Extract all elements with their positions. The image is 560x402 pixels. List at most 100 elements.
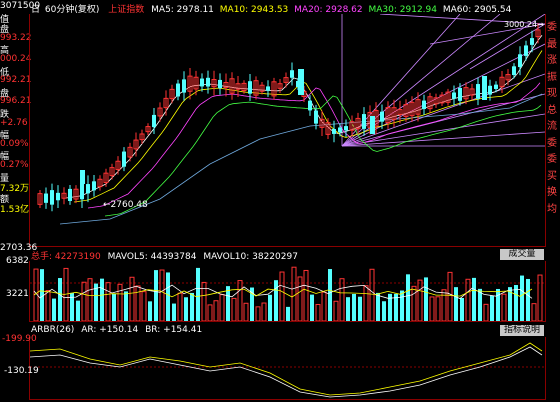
candle-body-down <box>362 114 366 129</box>
volume-bar-down <box>472 277 476 321</box>
volume-bar-up <box>219 294 225 321</box>
ma60-line <box>59 93 543 225</box>
price-axis-bottom: 2703.36 <box>0 243 38 253</box>
trend-line <box>379 14 545 25</box>
volume-indicator-button[interactable]: 成交量 <box>500 249 544 260</box>
candle-body-up <box>37 193 43 205</box>
right-tab[interactable]: 振 <box>547 71 557 83</box>
volume-bar-down <box>478 288 482 321</box>
candle-body-up <box>403 104 409 117</box>
left-panel-item: 幅 <box>0 131 10 142</box>
candle-body-up <box>241 82 247 92</box>
right-tab[interactable]: 均 <box>547 203 557 215</box>
candle-body-up <box>145 126 151 133</box>
volume-bar-down <box>394 293 398 321</box>
candle-body-down <box>92 181 96 191</box>
candle-body-up <box>103 172 109 184</box>
volume-bar-up <box>237 280 243 321</box>
volume-bar-down <box>358 296 362 321</box>
volume-bar-up <box>81 281 87 321</box>
volume-bar-down <box>112 293 116 321</box>
candle-body-up <box>415 99 421 115</box>
price-header: 日 60分钟(复权) 上证指数 MA5: 2978.11 MA10: 2943.… <box>31 2 511 15</box>
price-chart[interactable]: ←2760.48 3000.24→ <box>29 14 546 247</box>
candle-body-down <box>476 84 480 99</box>
candle-body-down <box>266 86 270 91</box>
right-tab[interactable]: 流 <box>547 121 557 132</box>
ma10-line <box>73 50 543 203</box>
ma10-value: MA10: 2943.53 <box>219 5 289 15</box>
volume-bar-down <box>376 292 380 321</box>
volume-bar-up <box>333 300 339 321</box>
right-tab[interactable]: 最 <box>547 38 557 50</box>
candle-body-down <box>338 127 342 133</box>
trend-line <box>341 14 461 147</box>
volume-bar-up <box>243 302 249 321</box>
volume-bar-up <box>315 303 321 321</box>
arbr-chart[interactable] <box>29 337 546 400</box>
candle-body-down <box>218 79 222 89</box>
indicator-help-button[interactable]: 指标说明 <box>500 325 544 336</box>
volume-bar-up <box>87 278 93 321</box>
volume-bar-down <box>490 295 494 321</box>
right-tab[interactable]: 换 <box>547 187 557 198</box>
left-panel-item: 高 <box>0 46 10 57</box>
candle-body-up <box>445 91 451 103</box>
volume-bar-down <box>40 269 44 321</box>
candle-body-up <box>229 78 235 94</box>
volume-bar-down <box>346 297 350 321</box>
arbr-label: ARBR(26) <box>31 325 75 335</box>
volume-bar-down <box>406 274 410 321</box>
candle-body-up <box>223 82 229 89</box>
candle-body-up <box>253 80 259 96</box>
volume-bar-up <box>321 291 327 321</box>
volume-bar-down <box>400 290 404 321</box>
trend-line <box>341 113 545 147</box>
mavol5-line <box>33 284 533 300</box>
volume-header: 总手: 42273190 MAVOL5: 44393784 MAVOL10: 3… <box>31 249 298 262</box>
left-panel-item: 值 <box>0 14 10 25</box>
volume-total: 总手: 42273190 <box>31 252 101 262</box>
volume-axis-mid: 3221 <box>6 289 29 299</box>
volume-bar-down <box>58 278 62 321</box>
volume-bar-up <box>279 271 285 321</box>
left-panel-item: 量 <box>0 173 10 184</box>
br-value: BR: +154.41 <box>145 325 203 335</box>
candle-body-up <box>259 84 265 92</box>
right-tab[interactable]: 买 <box>547 170 557 182</box>
trend-line <box>341 73 545 147</box>
index-name: 上证指数 <box>108 5 145 15</box>
left-panel-item: 7.32万 <box>0 184 30 195</box>
volume-bar-up <box>129 276 135 321</box>
volume-bar-down <box>172 303 176 321</box>
candle-body-down <box>176 83 180 97</box>
right-tab[interactable]: 委 <box>547 137 557 149</box>
candle-body-down <box>308 100 312 111</box>
volume-bar-up <box>117 283 123 321</box>
right-tab[interactable]: 现 <box>547 88 557 99</box>
candle-body-up <box>127 146 133 158</box>
candle-body-down <box>458 87 462 101</box>
volume-bar-down <box>148 301 152 321</box>
left-info-panel: 3071500 值盘 993.22 高 000.24 低 992.21 盘 996.21 跌 +2.… <box>0 0 40 216</box>
candle-body-up <box>109 167 115 177</box>
candle-body-down <box>80 183 84 200</box>
candle-body-down <box>518 54 522 68</box>
volume-bar-up <box>207 304 213 321</box>
volume-bar-down <box>268 294 272 321</box>
ma30-value: MA30: 2912.94 <box>368 5 437 15</box>
candle-body-down <box>56 192 60 201</box>
candle-body-up <box>505 74 511 81</box>
volume-chart[interactable] <box>29 261 546 322</box>
volume-bar-down <box>196 267 200 321</box>
right-tab[interactable]: 涨 <box>547 55 557 66</box>
volume-bar-down <box>496 288 500 321</box>
candle-body-down <box>86 184 90 194</box>
candle-body-up <box>355 117 361 130</box>
volume-bar-up <box>363 285 369 321</box>
right-tab[interactable]: 委 <box>547 154 557 165</box>
right-tab[interactable]: 总 <box>547 104 557 116</box>
period-selector[interactable]: 60分钟(复权) <box>44 5 100 15</box>
right-tab[interactable]: 委 <box>547 22 557 33</box>
left-panel-item: 盘 <box>0 25 10 36</box>
